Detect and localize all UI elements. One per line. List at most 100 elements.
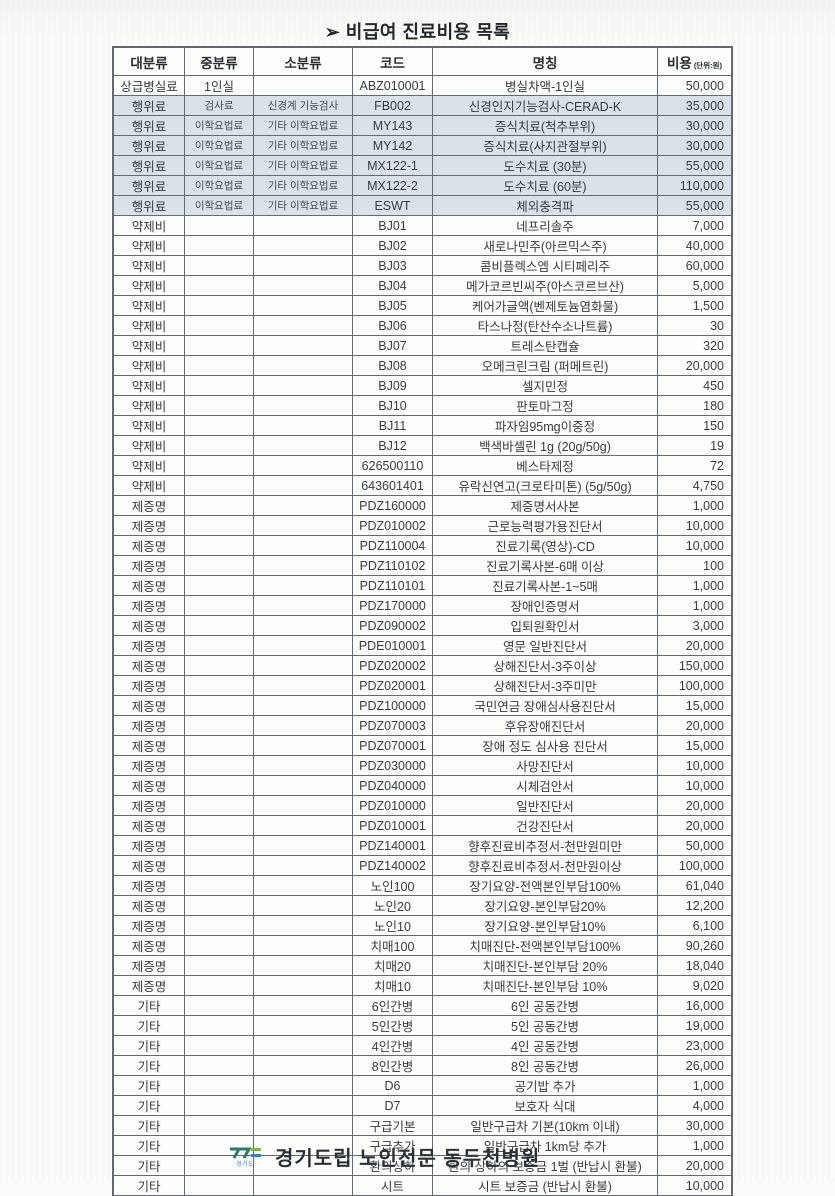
cell-cost: 20,000 bbox=[657, 795, 732, 816]
cell-cost: 72 bbox=[657, 455, 732, 476]
cell-code: ESWT bbox=[352, 195, 433, 216]
column-header-category: 대분류 bbox=[113, 47, 185, 76]
cell-mid-category bbox=[184, 1115, 254, 1136]
cell-mid-category: 검사료 bbox=[184, 95, 254, 116]
cell-name: 판토마그정 bbox=[432, 395, 658, 416]
gyeonggi-logo-glyph bbox=[230, 1147, 261, 1159]
cell-mid-category bbox=[184, 955, 254, 976]
table-row: 제증명 치매10 치매진단-본인부담 10% 9,020 bbox=[113, 975, 732, 996]
table-row: 제증명 PDZ110102 진료기록사본-6매 이상 100 bbox=[113, 555, 732, 576]
cell-cost: 15,000 bbox=[657, 695, 732, 716]
cell-cost: 150 bbox=[657, 415, 732, 436]
cell-name: 셀지민정 bbox=[432, 375, 658, 396]
cell-code: BJ11 bbox=[352, 415, 433, 436]
table-row: 제증명 PDZ140002 향후진료비추정서-천만원이상 100,000 bbox=[113, 855, 732, 876]
cell-name: 진료기록사본-1~5매 bbox=[432, 575, 658, 596]
cell-mid-category bbox=[184, 275, 254, 296]
cell-name: 일반구급차 1km당 추가 bbox=[432, 1135, 658, 1156]
cell-sub-category bbox=[253, 555, 353, 576]
cell-sub-category bbox=[253, 895, 353, 916]
cell-cost: 5,000 bbox=[657, 275, 732, 296]
table-row: 제증명 PDZ040000 시체검안서 10,000 bbox=[113, 775, 732, 796]
cell-code: BJ01 bbox=[352, 215, 433, 236]
table-row: 제증명 PDZ160000 제증명서사본 1,000 bbox=[113, 495, 732, 516]
cell-mid-category: 이학요법료 bbox=[184, 155, 254, 176]
cell-cost: 16,000 bbox=[657, 995, 732, 1016]
table-row: 행위료 이학요법료 기타 이학요법료 ESWT 체외충격파 55,000 bbox=[113, 195, 732, 216]
cell-sub-category: 기타 이학요법료 bbox=[253, 115, 353, 136]
cell-sub-category bbox=[253, 1095, 353, 1116]
table-row: 기타 환의상하 환의 상하의 보증금 1벌 (반납시 환불) 20,000 bbox=[113, 1155, 732, 1176]
cell-cost: 19 bbox=[657, 435, 732, 456]
cell-mid-category bbox=[184, 415, 254, 436]
cell-name: 일반진단서 bbox=[432, 795, 658, 816]
cell-mid-category bbox=[184, 855, 254, 876]
table-row: 기타 4인간병 4인 공동간병 23,000 bbox=[113, 1035, 732, 1056]
cell-category: 약제비 bbox=[113, 355, 185, 376]
cell-sub-category bbox=[253, 295, 353, 316]
cell-mid-category bbox=[184, 615, 254, 636]
cell-cost: 10,000 bbox=[657, 535, 732, 556]
cell-category: 제증명 bbox=[113, 875, 185, 896]
cell-code: BJ02 bbox=[352, 235, 433, 256]
cell-category: 기타 bbox=[113, 1155, 185, 1176]
cell-cost: 1,000 bbox=[657, 575, 732, 596]
cell-name: 장기요양-본인부담20% bbox=[432, 895, 658, 916]
cell-mid-category bbox=[184, 795, 254, 816]
cell-name: 치매진단-전액본인부담100% bbox=[432, 935, 658, 956]
table-row: 제증명 PDZ010001 건강진단서 20,000 bbox=[113, 815, 732, 836]
cell-code: PDZ110102 bbox=[352, 555, 433, 576]
cell-name: 환의 상하의 보증금 1벌 (반납시 환불) bbox=[432, 1155, 658, 1176]
table-row: 기타 시트 시트 보증금 (반납시 환불) 10,000 bbox=[113, 1175, 732, 1196]
cell-code: 643601401 bbox=[352, 475, 433, 496]
cell-sub-category bbox=[253, 375, 353, 396]
cell-code: BJ05 bbox=[352, 295, 433, 316]
cell-mid-category bbox=[184, 455, 254, 476]
cell-category: 약제비 bbox=[113, 455, 185, 476]
cell-cost: 23,000 bbox=[657, 1035, 732, 1056]
table-row: 약제비 BJ09 셀지민정 450 bbox=[113, 375, 732, 396]
cell-category: 기타 bbox=[113, 1035, 185, 1056]
cell-name: 베스타제정 bbox=[432, 455, 658, 476]
cell-category: 행위료 bbox=[113, 155, 185, 176]
cell-cost: 7,000 bbox=[657, 215, 732, 236]
cell-category: 약제비 bbox=[113, 435, 185, 456]
table-body: 상급병실료 1인실 ABZ010001 병실차액-1인실 50,000 행위료 … bbox=[113, 75, 732, 1196]
cell-cost: 1,000 bbox=[657, 595, 732, 616]
cell-cost: 1,500 bbox=[657, 295, 732, 316]
cell-category: 제증명 bbox=[113, 815, 185, 836]
cell-name: 장애 정도 심사용 진단서 bbox=[432, 735, 658, 756]
cell-code: BJ12 bbox=[352, 435, 433, 456]
cell-sub-category bbox=[253, 915, 353, 936]
cell-sub-category bbox=[253, 575, 353, 596]
table-row: 약제비 BJ05 케어가글액(벤제토늄염화물) 1,500 bbox=[113, 295, 732, 316]
cell-name: 트레스탄캡슐 bbox=[432, 335, 658, 356]
cell-category: 약제비 bbox=[113, 375, 185, 396]
table-row: 제증명 PDZ010002 근로능력평가용진단서 10,000 bbox=[113, 515, 732, 536]
cell-sub-category bbox=[253, 975, 353, 996]
cell-mid-category bbox=[184, 655, 254, 676]
cell-cost: 10,000 bbox=[657, 755, 732, 776]
cell-cost: 12,200 bbox=[657, 895, 732, 916]
cell-mid-category bbox=[184, 875, 254, 896]
cell-sub-category bbox=[253, 955, 353, 976]
cell-mid-category: 이학요법료 bbox=[184, 115, 254, 136]
cell-mid-category bbox=[184, 635, 254, 656]
cell-sub-category bbox=[253, 755, 353, 776]
table-row: 약제비 BJ03 콤비플렉스엠 시티페리주 60,000 bbox=[113, 255, 732, 276]
cell-cost: 20,000 bbox=[657, 635, 732, 656]
cell-name: 국민연금 장애심사용진단서 bbox=[432, 695, 658, 716]
cell-code: BJ09 bbox=[352, 375, 433, 396]
cell-sub-category bbox=[253, 995, 353, 1016]
cell-mid-category bbox=[184, 435, 254, 456]
cell-code: FB002 bbox=[352, 95, 433, 116]
table-row: 약제비 BJ04 메가코르빈씨주(아스코르브산) 5,000 bbox=[113, 275, 732, 296]
cell-category: 제증명 bbox=[113, 615, 185, 636]
table-row: 약제비 BJ10 판토마그정 180 bbox=[113, 395, 732, 416]
cell-name: 오메크린크림 (퍼메트린) bbox=[432, 355, 658, 376]
cell-category: 제증명 bbox=[113, 535, 185, 556]
cell-category: 제증명 bbox=[113, 855, 185, 876]
cell-sub-category: 신경계 기능검사 bbox=[253, 95, 353, 116]
cell-name: 타스나정(탄산수소나트륨) bbox=[432, 315, 658, 336]
cell-code: PDZ070001 bbox=[352, 735, 433, 756]
